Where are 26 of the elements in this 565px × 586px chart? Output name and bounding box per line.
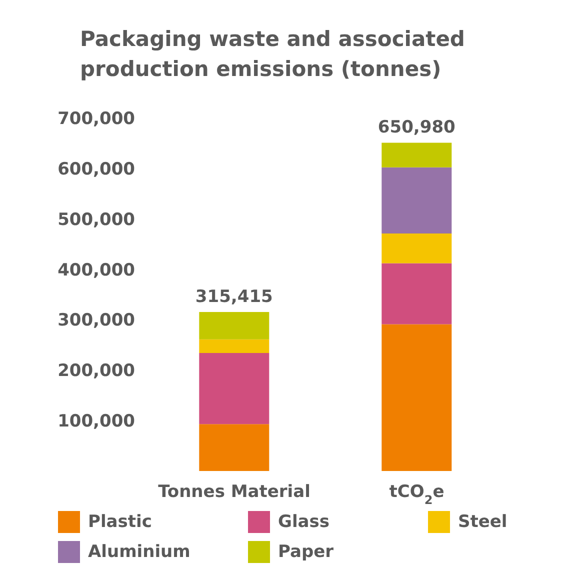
bar xyxy=(382,233,452,264)
bar xyxy=(382,142,452,168)
bar xyxy=(382,324,452,471)
y-tick-label: 200,000 xyxy=(58,361,136,382)
total-label: 650,980 xyxy=(378,118,456,138)
chart-title: Packaging waste and associated production emissions (tonnes) xyxy=(80,26,466,83)
y-tick-label: 700,000 xyxy=(58,109,136,130)
legend-label: Paper xyxy=(278,542,334,562)
bar xyxy=(199,352,270,424)
y-tick-label: 600,000 xyxy=(58,159,136,180)
total-label: 315,415 xyxy=(195,286,273,307)
bar xyxy=(199,424,270,471)
bar xyxy=(199,312,270,340)
y-tick-label: 300,000 xyxy=(58,310,136,331)
legend-label: Steel xyxy=(458,512,508,532)
y-tick-label: 500,000 xyxy=(58,210,136,230)
legend-label: Glass xyxy=(278,512,330,532)
bar xyxy=(382,263,452,324)
y-tick-label: 100,000 xyxy=(58,412,136,432)
y-tick-label: 400,000 xyxy=(58,260,136,280)
legend-label: Aluminium xyxy=(88,542,190,562)
bar xyxy=(382,167,452,234)
x-tick-label: tCO$_{2}$e xyxy=(389,482,444,507)
bar xyxy=(199,339,270,353)
x-tick-label: Tonnes Material xyxy=(158,482,310,502)
legend-label: Plastic xyxy=(88,512,152,532)
